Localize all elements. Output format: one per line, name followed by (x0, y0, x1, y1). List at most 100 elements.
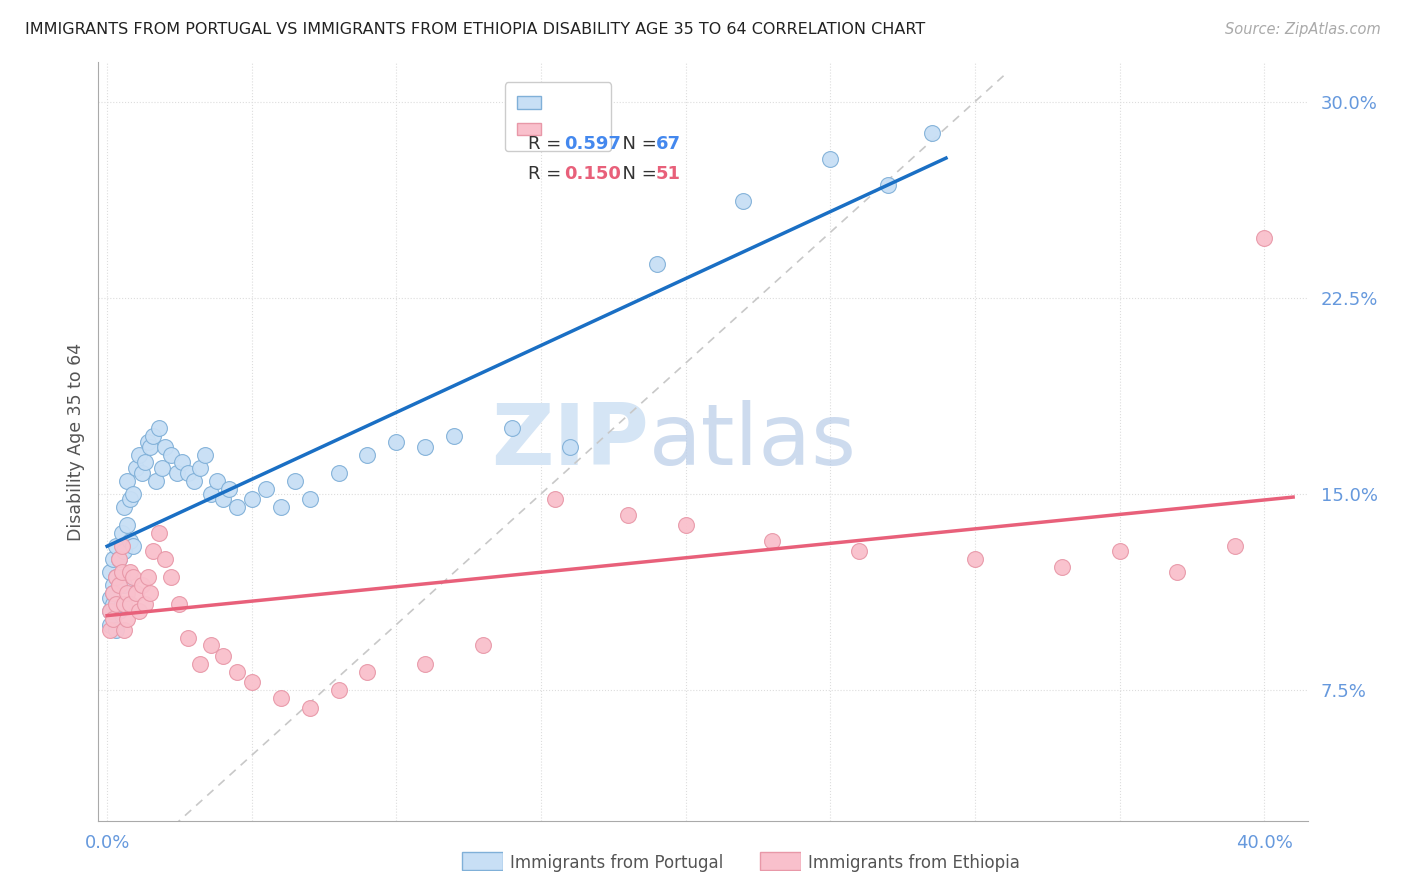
Point (270, 500, 292, 514)
Point (131, 578, 153, 592)
Point (120, 566, 142, 580)
Point (110, 539, 132, 553)
Point (98, 605, 121, 619)
Point (194, 448, 217, 462)
Point (148, 421, 170, 435)
Point (128, 605, 150, 619)
Point (501, 421, 523, 435)
Point (240, 675, 263, 690)
Text: Source: ZipAtlas.com: Source: ZipAtlas.com (1225, 22, 1381, 37)
Point (200, 487, 222, 501)
Point (226, 500, 249, 514)
Point (114, 544, 136, 558)
Point (107, 605, 129, 619)
Text: IMMIGRANTS FROM PORTUGAL VS IMMIGRANTS FROM ETHIOPIA DISABILITY AGE 35 TO 64 COR: IMMIGRANTS FROM PORTUGAL VS IMMIGRANTS F… (25, 22, 925, 37)
Point (284, 474, 307, 488)
Point (107, 552, 129, 566)
Point (122, 487, 145, 501)
Point (101, 586, 124, 600)
Point (114, 578, 136, 592)
Point (101, 586, 124, 600)
Point (169, 597, 191, 611)
Point (98, 617, 121, 632)
Point (1225, 539, 1247, 553)
Point (104, 570, 127, 584)
Text: N =: N = (612, 165, 662, 183)
Point (98, 591, 121, 606)
Point (328, 466, 350, 480)
Point (188, 460, 211, 475)
Point (1253, 230, 1275, 244)
Point (110, 526, 132, 541)
Point (139, 440, 162, 454)
Point (104, 623, 127, 637)
Point (131, 466, 153, 480)
Point (145, 474, 167, 488)
Text: 0.597: 0.597 (564, 136, 621, 153)
Point (98, 566, 121, 580)
Point (413, 657, 436, 671)
Point (120, 533, 142, 548)
Point (107, 578, 129, 592)
Text: 67: 67 (655, 136, 681, 153)
Point (136, 570, 159, 584)
Point (298, 701, 321, 715)
Point (117, 474, 139, 488)
Point (101, 612, 124, 626)
Point (142, 429, 165, 443)
Point (558, 440, 581, 454)
Point (211, 648, 233, 663)
Point (270, 690, 292, 705)
Point (645, 257, 668, 271)
FancyBboxPatch shape (761, 852, 800, 870)
Point (148, 526, 170, 541)
Point (120, 491, 142, 506)
Point (110, 566, 132, 580)
Point (104, 539, 127, 553)
Point (107, 552, 129, 566)
Point (114, 623, 136, 637)
Point (761, 533, 783, 548)
Point (166, 466, 188, 480)
Point (107, 578, 129, 592)
Point (298, 491, 321, 506)
Text: R =: R = (527, 136, 567, 153)
Legend:          ,          : , (505, 82, 612, 152)
Point (117, 586, 139, 600)
Point (134, 455, 156, 469)
Point (443, 429, 465, 443)
Point (98, 623, 121, 637)
Y-axis label: Disability Age 35 to 64: Disability Age 35 to 64 (66, 343, 84, 541)
Point (117, 612, 139, 626)
Text: ZIP: ZIP (491, 400, 648, 483)
Point (128, 448, 150, 462)
Point (254, 482, 277, 496)
Point (101, 597, 124, 611)
Point (188, 657, 211, 671)
Point (101, 552, 124, 566)
Point (1108, 544, 1130, 558)
Point (1050, 560, 1073, 574)
Point (385, 434, 408, 449)
Point (142, 544, 165, 558)
Point (153, 440, 176, 454)
Point (183, 474, 205, 488)
Point (104, 570, 127, 584)
Point (150, 460, 173, 475)
Point (820, 152, 842, 166)
Point (122, 539, 145, 553)
Point (413, 440, 436, 454)
Point (104, 597, 127, 611)
Text: Immigrants from Ethiopia: Immigrants from Ethiopia (808, 854, 1021, 871)
Point (848, 544, 870, 558)
Point (177, 631, 200, 645)
Point (159, 448, 181, 462)
Point (122, 570, 145, 584)
Point (211, 491, 233, 506)
Point (877, 178, 900, 193)
Point (110, 570, 132, 584)
Point (114, 597, 136, 611)
Point (101, 578, 124, 592)
Point (226, 665, 249, 679)
Point (733, 194, 755, 208)
